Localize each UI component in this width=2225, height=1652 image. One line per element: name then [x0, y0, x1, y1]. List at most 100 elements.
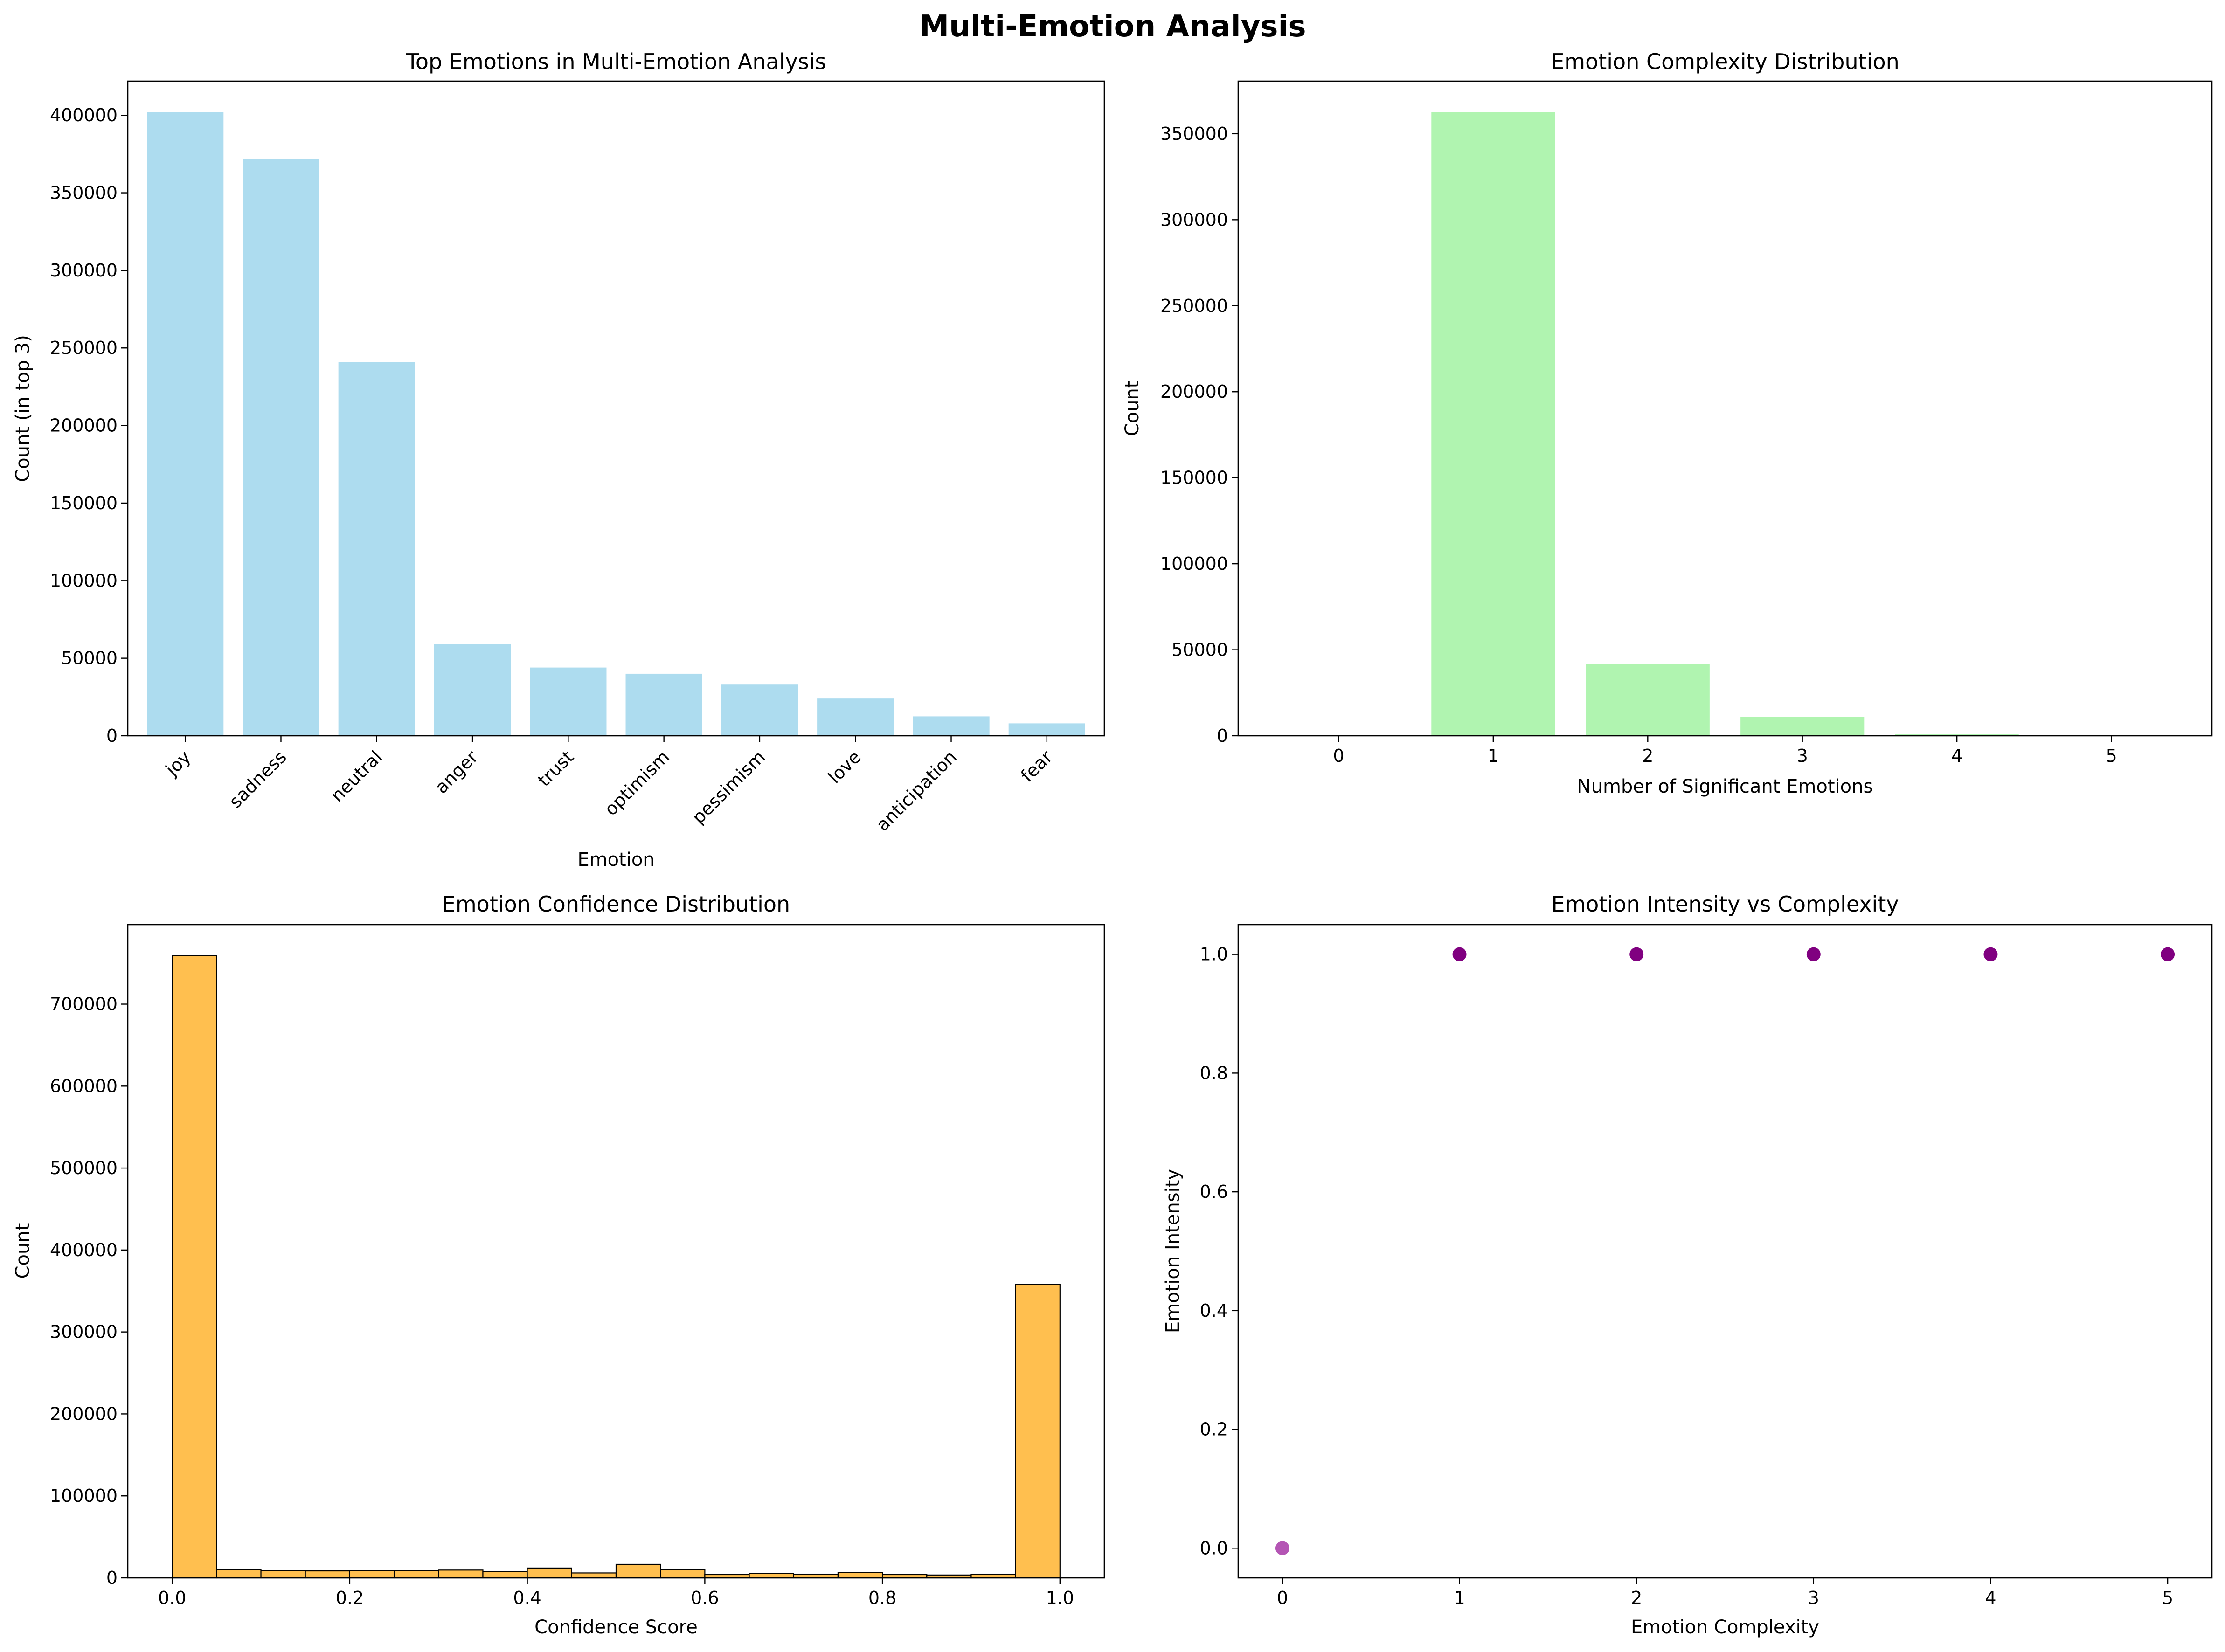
bar-sadness	[243, 159, 319, 736]
intensity-y-tick-label: 0.6	[1200, 1182, 1228, 1202]
complexity-x-tick-label: 2	[1642, 746, 1653, 766]
complexity-y-tick-label: 250000	[1160, 296, 1228, 316]
complexity-y-tick-label: 0	[1217, 726, 1228, 746]
complexity-y-tick-label: 350000	[1160, 124, 1228, 144]
intensity-x-tick-label: 4	[1985, 1588, 1996, 1608]
figure-title: Multi-Emotion Analysis	[919, 9, 1306, 44]
intensity-point	[2161, 947, 2175, 961]
confidence-bin-bar	[305, 1570, 351, 1579]
top-emotions-y-ticks: 0 50000 100000 150000 200000 250000 300000 3500…	[50, 105, 128, 746]
complexity-x-tick-label: 4	[1951, 746, 1962, 766]
confidence-title: Emotion Confidence Distribution	[442, 892, 790, 917]
top-emotions-y-tick-label: 50000	[61, 648, 118, 669]
complexity-x-tick-label: 0	[1333, 746, 1344, 766]
complexity-y-tick-label: 300000	[1160, 209, 1228, 230]
confidence-bars	[172, 955, 1061, 1579]
bar-optimism	[625, 673, 702, 736]
confidence-bin-bar	[482, 1571, 528, 1579]
top-emotions-panel: Top Emotions in Multi-Emotion Analysis j…	[12, 49, 1105, 871]
confidence-x-ticks: 0.0 0.2 0.4 0.6 0.8 1.0	[158, 1578, 1074, 1608]
top-emotions-y-label: Count (in top 3)	[12, 335, 34, 482]
complexity-x-tick-label: 5	[2106, 746, 2117, 766]
complexity-y-tick-label: 200000	[1160, 381, 1228, 402]
intensity-x-tick-label: 3	[1808, 1588, 1819, 1608]
confidence-bin-bar	[1015, 1284, 1061, 1579]
complexity-y-label: Count	[1122, 381, 1143, 436]
confidence-bin-bar	[349, 1570, 395, 1579]
confidence-y-tick-label: 500000	[50, 1158, 118, 1178]
bar-anticipation	[913, 716, 990, 736]
confidence-x-tick-label: 0.6	[691, 1588, 719, 1608]
confidence-x-tick-label: 0.8	[868, 1588, 896, 1608]
intensity-x-tick-label: 2	[1631, 1588, 1642, 1608]
confidence-y-tick-label: 600000	[50, 1076, 118, 1096]
complexity-x-ticks: 0 1 2 3 4 5	[1333, 736, 2117, 766]
intensity-x-label: Emotion Complexity	[1631, 1617, 1819, 1638]
confidence-y-ticks: 0 100000 200000 300000 400000 500000 600000 700…	[50, 994, 128, 1588]
confidence-x-label: Confidence Score	[534, 1617, 698, 1638]
top-emotions-y-tick-label: 200000	[50, 415, 118, 436]
complexity-x-tick-label: 3	[1797, 746, 1808, 766]
complexity-title: Emotion Complexity Distribution	[1551, 49, 1899, 74]
top-emotions-y-tick-label: 150000	[50, 493, 118, 513]
intensity-panel: Emotion Intensity vs Complexity 0 1 2 3 4 5 0…	[1162, 892, 2213, 1638]
top-emotions-bars	[147, 112, 1085, 736]
confidence-bin-bar	[172, 955, 217, 1579]
intensity-point	[1452, 947, 1467, 961]
confidence-bin-bar	[660, 1569, 706, 1579]
bar-fear	[1008, 723, 1085, 736]
top-emotions-y-tick-label: 0	[106, 726, 118, 746]
intensity-point	[1983, 947, 1998, 961]
confidence-y-label: Count	[12, 1223, 34, 1279]
intensity-y-tick-label: 0.8	[1200, 1063, 1228, 1083]
confidence-bin-bar	[615, 1563, 661, 1579]
complexity-y-tick-label: 50000	[1171, 640, 1228, 660]
confidence-x-tick-label: 0.4	[513, 1588, 541, 1608]
confidence-y-tick-label: 100000	[50, 1486, 118, 1506]
intensity-point	[1275, 1541, 1289, 1555]
intensity-y-tick-label: 1.0	[1200, 944, 1228, 965]
intensity-point	[1629, 947, 1644, 961]
confidence-bin-bar	[393, 1570, 439, 1579]
confidence-y-tick-label: 700000	[50, 994, 118, 1015]
intensity-x-tick-label: 1	[1454, 1588, 1465, 1608]
bar-joy	[147, 112, 224, 736]
complexity-x-label: Number of Significant Emotions	[1577, 776, 1873, 797]
intensity-points	[1275, 947, 2175, 1555]
confidence-bin-bar	[749, 1573, 794, 1579]
bar-neutral	[338, 362, 415, 736]
complexity-panel: Emotion Complexity Distribution 0 1 2 3 4 5 0…	[1122, 49, 2213, 797]
complexity-y-ticks: 0 50000 100000 150000 200000 250000 300000 3500…	[1160, 124, 1238, 746]
confidence-bin-bar	[260, 1570, 306, 1579]
bar-trust	[530, 667, 607, 736]
confidence-bin-bar	[527, 1567, 572, 1579]
confidence-axes-frame	[127, 924, 1105, 1579]
complexity-bar-3	[1740, 717, 1865, 736]
top-emotions-y-tick-label: 350000	[50, 183, 118, 203]
intensity-x-ticks: 0 1 2 3 4 5	[1277, 1578, 2173, 1608]
confidence-x-tick-label: 1.0	[1046, 1588, 1074, 1608]
confidence-bin-bar	[571, 1572, 617, 1579]
complexity-axes-frame	[1237, 80, 2213, 737]
complexity-bar-4	[1895, 734, 2019, 736]
complexity-y-tick-label: 100000	[1160, 553, 1228, 574]
top-emotions-y-tick-label: 300000	[50, 260, 118, 281]
confidence-x-tick-label: 0.0	[158, 1588, 186, 1608]
intensity-y-label: Emotion Intensity	[1162, 1169, 1184, 1333]
top-emotions-x-label: Emotion	[577, 849, 654, 871]
top-emotions-title: Top Emotions in Multi-Emotion Analysis	[406, 49, 826, 74]
confidence-bin-bar	[837, 1572, 883, 1579]
top-emotions-y-tick-label: 250000	[50, 338, 118, 358]
top-emotions-y-tick-label: 400000	[50, 105, 118, 125]
intensity-y-tick-label: 0.2	[1200, 1419, 1228, 1440]
confidence-y-tick-label: 0	[106, 1568, 118, 1588]
top-emotions-y-tick-label: 100000	[50, 570, 118, 591]
intensity-y-tick-label: 0.0	[1200, 1538, 1228, 1558]
complexity-bar-2	[1586, 664, 1710, 736]
intensity-title: Emotion Intensity vs Complexity	[1551, 892, 1899, 917]
complexity-y-tick-label: 150000	[1160, 468, 1228, 488]
complexity-x-tick-label: 1	[1488, 746, 1499, 766]
confidence-x-tick-label: 0.2	[336, 1588, 364, 1608]
